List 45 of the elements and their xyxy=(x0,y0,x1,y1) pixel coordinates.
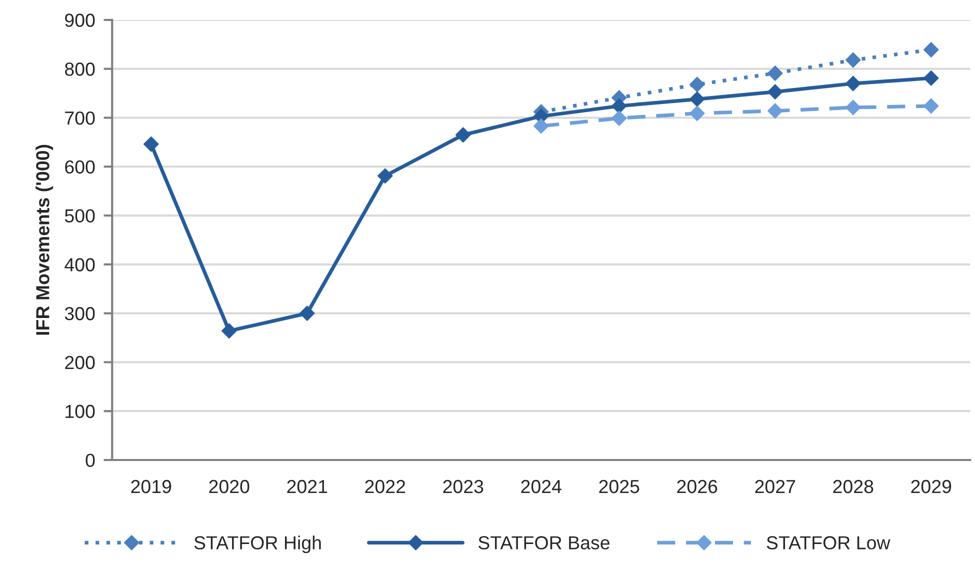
point xyxy=(923,98,939,114)
point xyxy=(611,98,627,114)
y-tick-label: 500 xyxy=(64,209,95,222)
point xyxy=(845,52,861,68)
point xyxy=(533,118,549,134)
point xyxy=(221,323,237,339)
x-tick-label: 2021 xyxy=(287,480,328,494)
x-tick-label: 2023 xyxy=(443,480,484,494)
y-tick-label: 800 xyxy=(64,62,95,76)
legend-label: STATFOR Low xyxy=(766,536,890,550)
y-tick-label: 400 xyxy=(64,258,95,272)
y-tick-label: 900 xyxy=(65,14,95,27)
legend-label: STATFOR High xyxy=(194,536,321,554)
y-tick-label: 100 xyxy=(66,404,95,418)
x-tick-label: 2026 xyxy=(677,480,718,494)
x-tick-label: 2027 xyxy=(755,480,796,494)
x-tick-label: 2019 xyxy=(131,480,172,494)
y-tick-label: 0 xyxy=(86,454,95,467)
point xyxy=(611,110,627,126)
point xyxy=(299,305,315,322)
x-tick-label: 2020 xyxy=(209,480,250,494)
point xyxy=(845,76,861,92)
y-tick-label: 200 xyxy=(65,356,95,370)
x-tick-label: 2028 xyxy=(833,480,874,494)
y-tick-label: 600 xyxy=(65,160,95,174)
x-tick-label: 2025 xyxy=(599,480,640,494)
point xyxy=(689,91,705,108)
point xyxy=(377,168,393,184)
legend-label: STATFOR Base xyxy=(478,536,610,550)
point xyxy=(767,84,783,100)
y-tick-label: 300 xyxy=(64,307,95,320)
x-tick-label: 2024 xyxy=(521,480,562,494)
point xyxy=(455,126,471,143)
y-axis-title: IFR Movements ('000) xyxy=(36,144,54,335)
point xyxy=(143,136,159,152)
point xyxy=(689,105,705,122)
point xyxy=(767,65,783,82)
point xyxy=(923,42,939,58)
y-tick-label: 700 xyxy=(65,111,95,125)
x-tick-label: 2022 xyxy=(365,480,406,494)
point xyxy=(767,103,783,119)
x-tick-label: 2029 xyxy=(911,480,952,494)
point xyxy=(689,76,705,92)
point xyxy=(845,100,861,116)
point xyxy=(923,70,939,86)
